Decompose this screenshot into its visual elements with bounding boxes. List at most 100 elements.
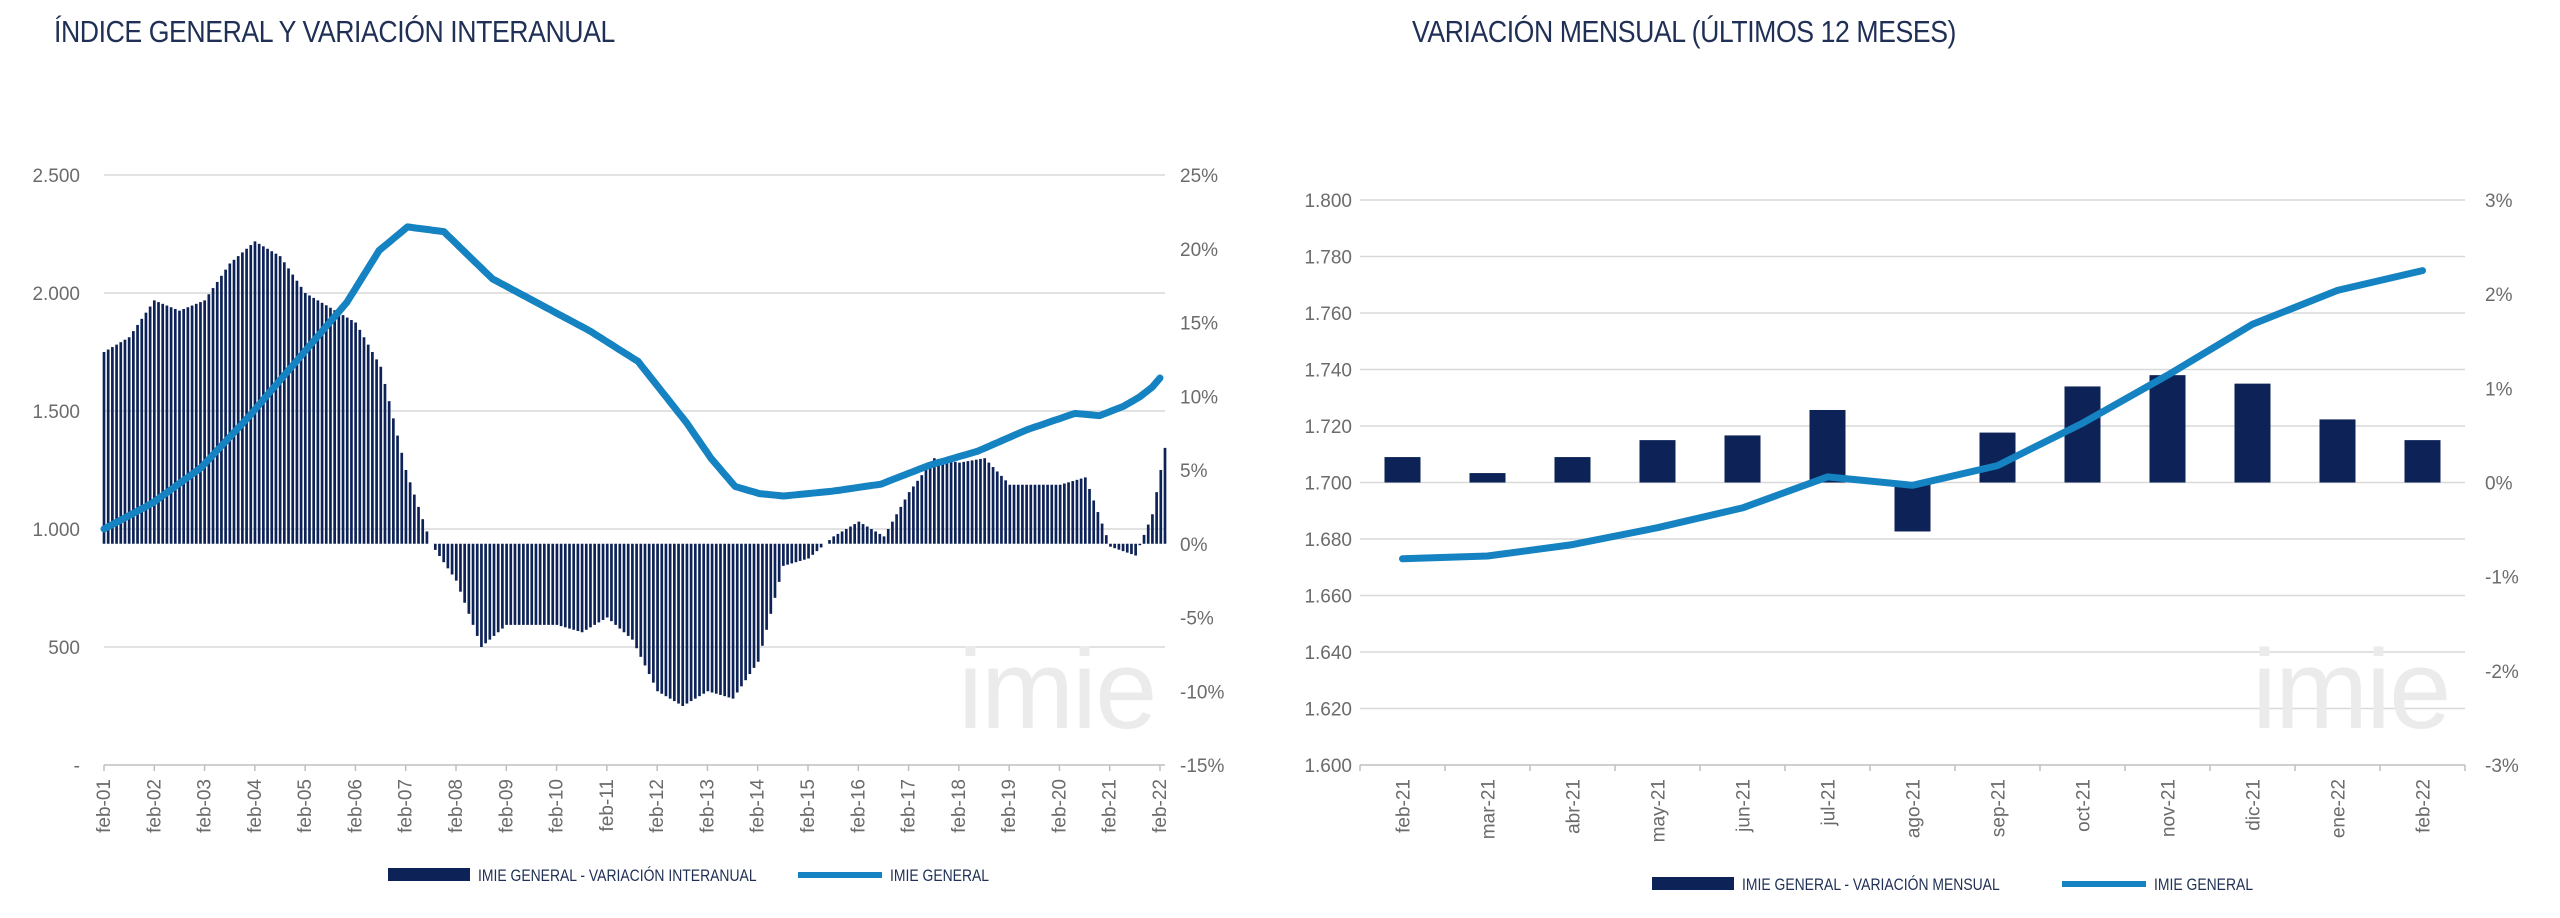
y-left-tick-label: 1.620	[1304, 700, 1352, 721]
bar	[241, 252, 244, 544]
line-series-imie-general	[100, 223, 1164, 533]
bar	[454, 543, 458, 581]
bar	[631, 543, 634, 640]
bar	[111, 347, 114, 544]
bar	[1113, 543, 1117, 549]
bar	[509, 543, 513, 625]
bar	[765, 543, 768, 630]
bar	[626, 543, 630, 636]
bar	[907, 492, 911, 544]
bar	[899, 506, 903, 544]
x-tick-label: feb-06	[345, 779, 366, 833]
x-tick-label: feb-17	[899, 779, 920, 833]
bar	[1092, 500, 1096, 544]
bar	[844, 529, 848, 544]
bar	[1050, 484, 1054, 544]
bar	[282, 262, 286, 544]
bar	[1054, 484, 1058, 544]
bar	[752, 543, 756, 668]
x-tick-label: feb-01	[94, 779, 115, 833]
bar	[501, 543, 504, 629]
bar	[526, 543, 529, 625]
bar	[874, 531, 877, 544]
bar	[387, 401, 391, 544]
bar	[1042, 484, 1045, 544]
bar	[966, 461, 970, 544]
x-tick-label: oct-21	[2074, 779, 2095, 832]
y-left-tick-label: 1.600	[1304, 756, 1352, 777]
bar	[1088, 488, 1091, 544]
bar	[790, 543, 794, 564]
bar	[1046, 484, 1049, 544]
y-right-tick-label: 1%	[2485, 379, 2513, 400]
bar	[995, 471, 999, 544]
bar	[106, 349, 110, 544]
bar	[1125, 543, 1129, 553]
bar	[886, 529, 890, 544]
bar	[475, 543, 479, 636]
legend-swatch-bars	[388, 868, 470, 881]
x-tick-label: feb-03	[195, 779, 216, 833]
bar	[173, 308, 177, 544]
bar	[920, 475, 924, 544]
bar	[962, 461, 966, 544]
bar	[115, 344, 118, 544]
legend-label-bars: IMIE GENERAL - VARIACIÓN MENSUAL	[1742, 876, 2000, 895]
bar	[933, 458, 936, 544]
y-left-tick-label: 500	[48, 638, 80, 659]
annual-variation-chart: - 500 1.000 1.500 2.000 2.500 -15% -10% -5% 0% 5% 1…	[32, 166, 1224, 886]
y-left-tick-label: 1.760	[1304, 304, 1352, 325]
bar	[1134, 543, 1137, 556]
x-tick-label: feb-02	[144, 779, 165, 833]
bar	[517, 543, 521, 625]
bar	[1138, 543, 1142, 546]
bar	[484, 543, 487, 644]
bar	[270, 251, 274, 544]
bar	[794, 543, 798, 563]
bar	[597, 543, 601, 623]
watermark-logo: imie	[2252, 627, 2449, 752]
bar	[857, 521, 861, 544]
bar	[396, 435, 399, 544]
bar	[849, 526, 852, 544]
bar	[740, 543, 743, 687]
y-left-tick-label: -	[74, 756, 80, 777]
bar	[1724, 435, 1761, 483]
bar	[865, 526, 869, 544]
bar	[165, 305, 169, 544]
bar	[178, 310, 181, 544]
bar	[375, 359, 378, 544]
x-tick-label: feb-14	[748, 779, 769, 833]
y-left-tick-label: 1.500	[32, 402, 80, 423]
bar	[316, 300, 320, 544]
bar	[341, 315, 345, 544]
bar	[710, 543, 714, 693]
legend-label-line: IMIE GENERAL	[890, 867, 989, 886]
legend-swatch-bars	[1652, 877, 1734, 890]
bar	[1008, 484, 1012, 544]
bar	[941, 459, 945, 544]
bar	[819, 543, 823, 548]
bar	[815, 543, 819, 552]
bar	[400, 452, 404, 544]
bar	[748, 543, 752, 675]
bar	[203, 300, 206, 544]
bar	[773, 543, 777, 598]
bar	[706, 543, 710, 692]
bar	[1063, 483, 1066, 544]
bar	[828, 540, 831, 544]
y-left-tick-label: 1.680	[1304, 530, 1352, 551]
bar	[438, 543, 441, 557]
bar	[660, 543, 664, 694]
bar	[253, 241, 257, 544]
bar	[295, 280, 299, 544]
bar	[945, 460, 949, 544]
bar	[169, 307, 173, 544]
bar	[882, 536, 886, 544]
bar	[1037, 484, 1041, 544]
bar-series-variacion-interanual	[102, 241, 1167, 706]
bar	[895, 514, 898, 544]
bar	[1121, 543, 1125, 552]
bar	[555, 543, 559, 625]
